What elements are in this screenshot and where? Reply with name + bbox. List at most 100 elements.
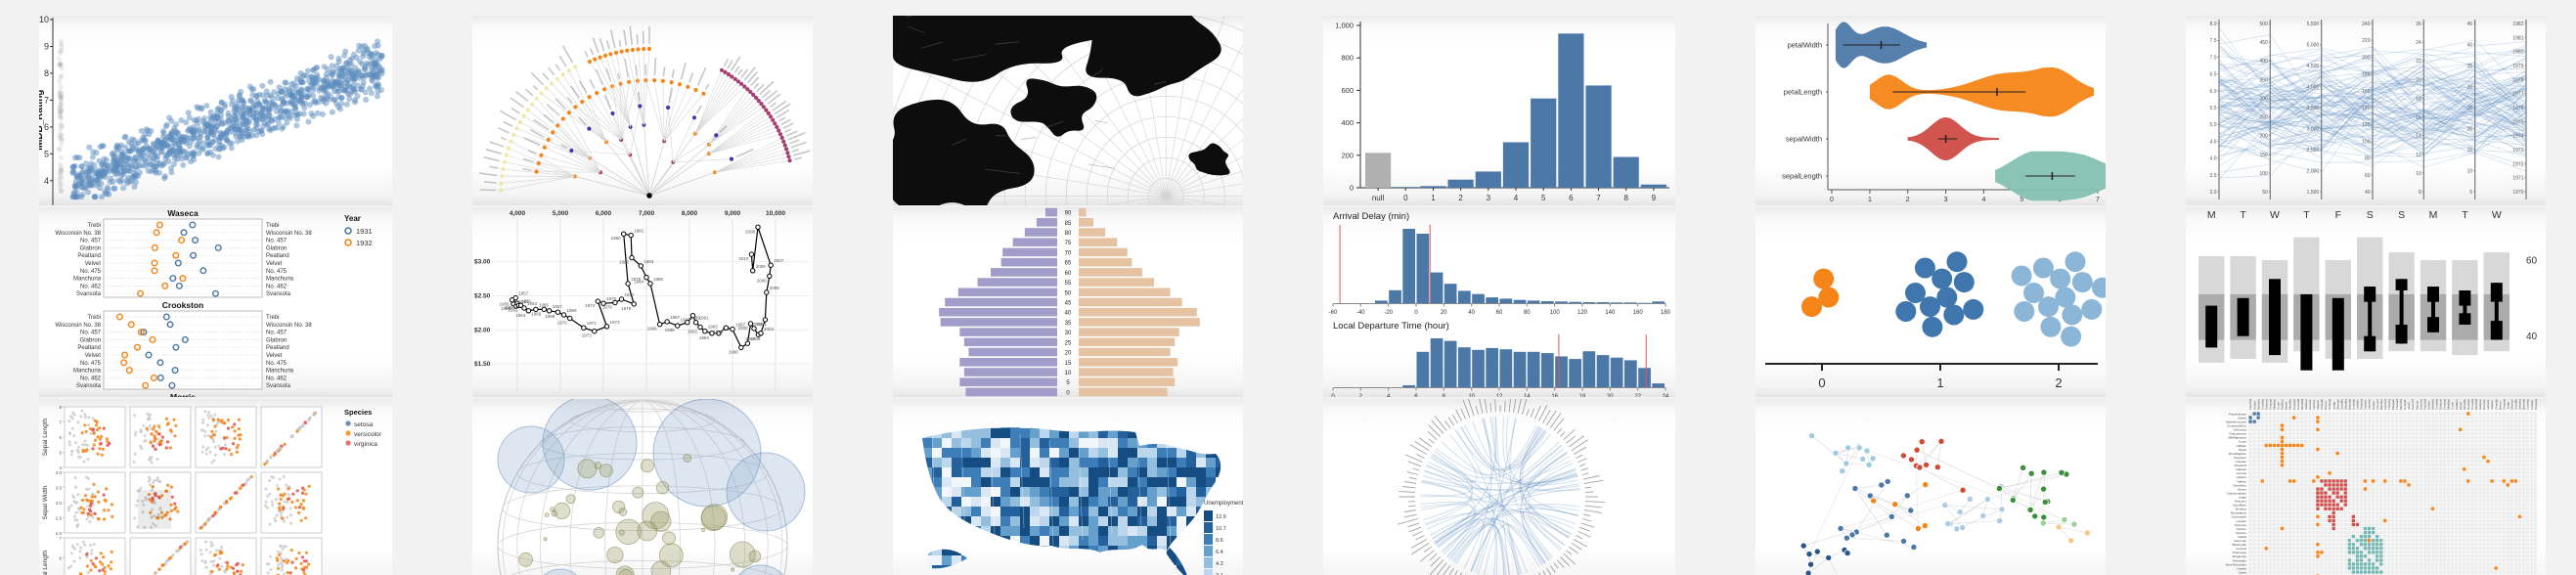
svg-text:MotherInnocent: MotherInnocent xyxy=(2226,420,2246,424)
svg-text:25: 25 xyxy=(2467,106,2473,111)
thumbnail-dot-clusters[interactable]: 0 1 2 xyxy=(1755,207,2106,397)
svg-text:1996: 1996 xyxy=(713,330,724,334)
svg-text:MlleBaptistine: MlleBaptistine xyxy=(2273,399,2277,410)
svg-text:Perpetue: Perpetue xyxy=(2235,523,2247,527)
thumbnail-parallel-coordinates[interactable]: 8.0 7.5 7.0 6.5 6.0 5.5 5.0 4.5 4.0 3.5 3.0 500 450 4… xyxy=(2186,16,2546,205)
svg-text:T: T xyxy=(2303,209,2310,221)
svg-text:20: 20 xyxy=(2416,77,2421,83)
svg-text:No. 475: No. 475 xyxy=(80,361,102,367)
svg-text:Valjean: Valjean xyxy=(2237,479,2246,483)
svg-text:160: 160 xyxy=(1633,310,1644,316)
svg-text:50: 50 xyxy=(1065,290,1072,296)
svg-text:6.4: 6.4 xyxy=(1216,550,1223,555)
svg-text:7: 7 xyxy=(59,420,62,425)
svg-text:1993: 1993 xyxy=(708,325,719,330)
svg-text:Blacheville: Blacheville xyxy=(2233,543,2247,547)
svg-text:25: 25 xyxy=(1065,340,1072,346)
svg-text:0: 0 xyxy=(1350,184,1354,193)
svg-text:26: 26 xyxy=(2416,22,2421,27)
svg-text:2,000: 2,000 xyxy=(2307,169,2320,175)
svg-text:Napoleon: Napoleon xyxy=(2292,399,2296,410)
svg-text:12: 12 xyxy=(2416,153,2421,158)
parallel-coordinates-figure: 8.0 7.5 7.0 6.5 6.0 5.5 5.0 4.5 4.0 3.5 3.0 500 450 4… xyxy=(2210,20,2527,199)
thumbnail-crossfilter-histograms[interactable]: Arrival Delay (min) -60 -40 -20 0 20 40 60 80 100… xyxy=(1323,207,1675,397)
thumbnail-us-choropleth[interactable]: Unemployment 12.9 10.7 8.6 6.4 4.3 2.1 xyxy=(893,399,1243,575)
thumbnail-imdb-scatterplot[interactable]: 4 5 6 7 8 9 10 IMDB_Rating xyxy=(39,16,392,205)
svg-text:Woman1: Woman1 xyxy=(2235,500,2246,504)
svg-text:200: 200 xyxy=(2259,134,2268,140)
svg-text:16: 16 xyxy=(2416,115,2421,121)
svg-text:Waseca: Waseca xyxy=(167,208,199,218)
svg-text:Geborand: Geborand xyxy=(2264,399,2268,410)
svg-text:Velvet: Velvet xyxy=(266,353,283,359)
svg-text:MotherInnocent: MotherInnocent xyxy=(2431,399,2435,410)
svg-text:1972: 1972 xyxy=(2512,161,2523,167)
svg-text:Labarre: Labarre xyxy=(2237,475,2247,479)
svg-text:1985: 1985 xyxy=(653,277,664,282)
svg-text:5: 5 xyxy=(44,149,49,158)
thumbnail-radial-tree[interactable] xyxy=(472,16,813,205)
svg-text:Listolier: Listolier xyxy=(2237,519,2246,523)
svg-text:4.3: 4.3 xyxy=(1216,561,1223,567)
thumbnail-driving-connected-scatter[interactable]: 4,000 5,000 6,000 7,000 8,000 9,000 10,000 $3.0… xyxy=(472,207,813,397)
svg-text:Fauchelevent: Fauchelevent xyxy=(2248,399,2252,410)
thumbnail-edge-bundling[interactable] xyxy=(1323,399,1675,575)
svg-text:0: 0 xyxy=(1818,376,1825,390)
svg-text:100: 100 xyxy=(2362,139,2371,145)
svg-text:Labarre: Labarre xyxy=(2486,399,2490,410)
svg-text:Geborand: Geborand xyxy=(2234,428,2247,432)
svg-text:80: 80 xyxy=(1524,310,1531,316)
thumbnail-imdb-histogram[interactable]: 0 200 400 600 800 1,000 null 0 1 2 3 4 5 6 7 8 9 xyxy=(1323,16,1675,205)
thumbnail-iris-splom[interactable]: Sepal Length 8 7 6 5 4 Sepal Width 4.0 3.5 3.0 2.5… xyxy=(39,399,392,575)
svg-text:1978: 1978 xyxy=(2512,77,2523,83)
svg-text:22: 22 xyxy=(2416,59,2421,65)
svg-text:7: 7 xyxy=(2096,197,2100,203)
svg-text:Bamatabois: Bamatabois xyxy=(2522,399,2526,410)
svg-text:Javert: Javert xyxy=(2407,402,2411,410)
svg-text:8.0: 8.0 xyxy=(2210,22,2217,27)
svg-text:1990: 1990 xyxy=(680,318,690,323)
svg-text:2.0: 2.0 xyxy=(56,531,63,536)
svg-text:null: null xyxy=(1372,194,1385,202)
svg-text:Myriel: Myriel xyxy=(2239,448,2246,452)
svg-text:Marguerite: Marguerite xyxy=(2233,554,2247,558)
thumbnail-force-directed-graph[interactable] xyxy=(1755,399,2106,575)
svg-text:220: 220 xyxy=(2362,38,2371,44)
svg-text:9: 9 xyxy=(44,42,49,52)
thumbnail-world-map[interactable] xyxy=(893,16,1243,205)
svg-text:5,500: 5,500 xyxy=(2307,22,2320,27)
svg-text:85: 85 xyxy=(1065,221,1072,227)
svg-text:Glabron: Glabron xyxy=(266,337,287,343)
iris-splom-figure: Sepal Length 8 7 6 5 4 Sepal Width 4.0 3.5 3.0 2.5… xyxy=(42,405,382,575)
svg-text:8: 8 xyxy=(1623,194,1628,202)
svg-text:CountessDeLo: CountessDeLo xyxy=(2260,399,2264,410)
svg-text:Napoleon: Napoleon xyxy=(2234,456,2246,460)
svg-text:12.9: 12.9 xyxy=(1216,514,1226,520)
thumbnail-violin-plot[interactable]: 01234567petalWidthpetalLengthsepalWidths… xyxy=(1755,16,2106,205)
svg-text:16: 16 xyxy=(1551,394,1558,397)
svg-text:Svansota: Svansota xyxy=(76,383,102,389)
svg-text:4: 4 xyxy=(59,465,62,470)
svg-text:MmeDeR: MmeDeR xyxy=(2474,399,2478,410)
thumbnail-adjacency-matrix[interactable]: Fauchelevent Gribier MotherInnocent Countes… xyxy=(2186,399,2546,575)
svg-text:7: 7 xyxy=(44,95,49,105)
svg-text:Count: Count xyxy=(2239,440,2246,444)
svg-text:500: 500 xyxy=(2259,22,2268,27)
svg-text:Gervais: Gervais xyxy=(2482,399,2486,410)
thumbnail-weather-forecast[interactable]: M T W T F S S M T W 40 60 xyxy=(2186,207,2546,397)
thumbnail-population-pyramid[interactable]: 90 85 80 75 70 65 60 55 50 45 40 35 30 25 20 15 10 5 0 xyxy=(893,207,1243,397)
svg-text:Chenildieu: Chenildieu xyxy=(2494,399,2498,410)
svg-text:3.5: 3.5 xyxy=(56,486,63,491)
svg-text:2006: 2006 xyxy=(757,278,768,283)
thumbnail-earthquake-globe[interactable] xyxy=(472,399,813,575)
svg-text:Tholomyes: Tholomyes xyxy=(2387,399,2391,410)
imdb-histogram-figure: 0 200 400 600 800 1,000 null 0 1 2 3 4 5 6 7 8 9 xyxy=(1335,22,1669,202)
svg-text:Cochepaille: Cochepaille xyxy=(2526,399,2530,410)
svg-text:Count: Count xyxy=(2451,402,2455,410)
thumbnail-barley-trellis[interactable]: Waseca Trebi Trebi Wisconsin No. 38 Wisconsi… xyxy=(39,207,392,397)
gallery-row-2: Waseca Trebi Trebi Wisconsin No. 38 Wisconsi… xyxy=(0,192,2576,397)
svg-text:Favourite: Favourite xyxy=(2376,399,2379,410)
svg-text:160: 160 xyxy=(2362,89,2371,95)
svg-text:1959: 1959 xyxy=(519,299,530,304)
